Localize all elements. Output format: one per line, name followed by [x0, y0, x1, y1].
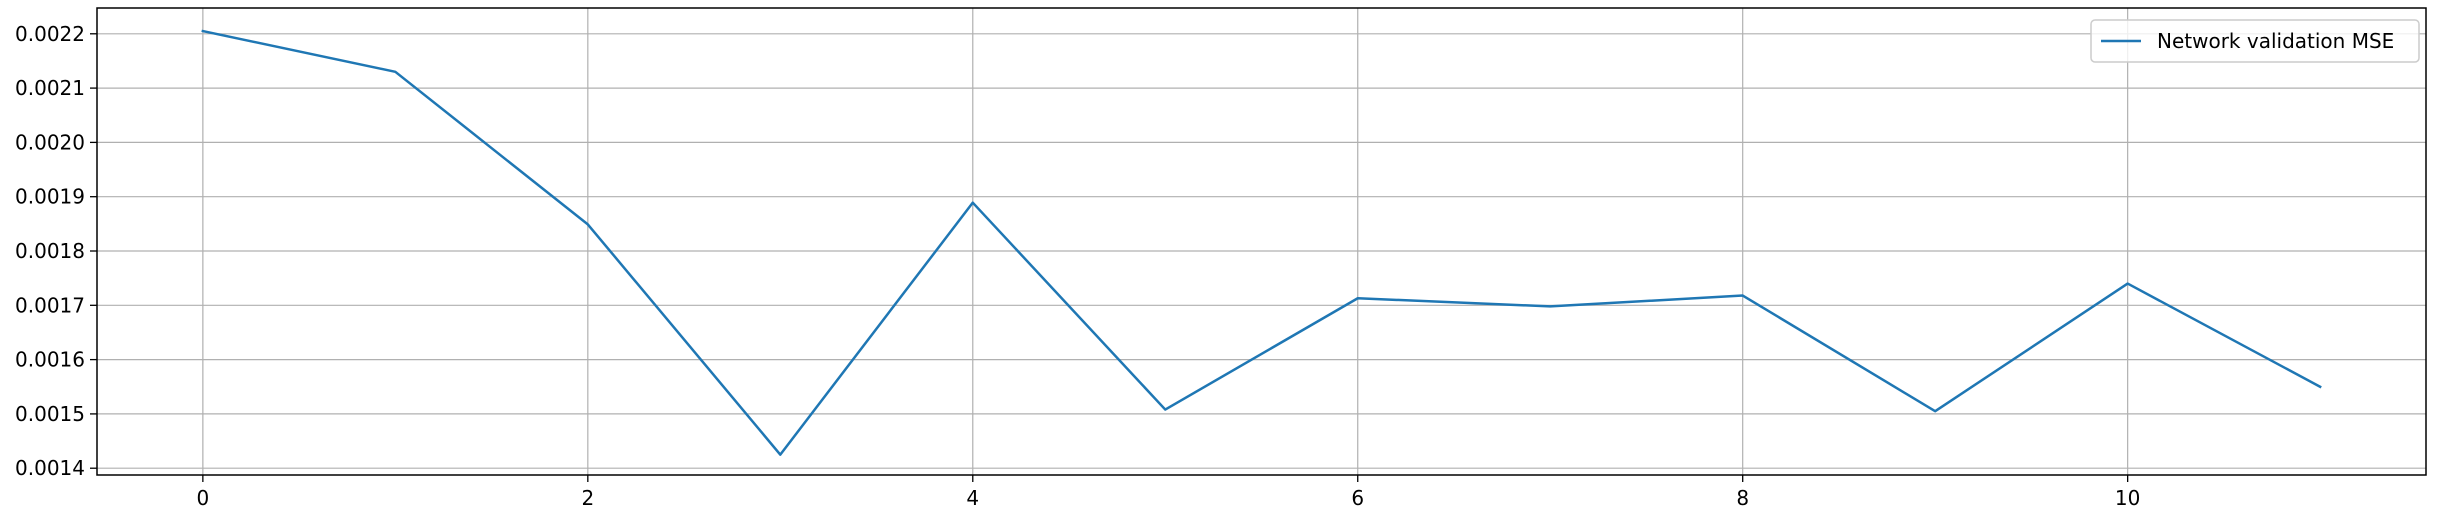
series-layer	[201, 29, 2322, 456]
y-tick-label: 0.0015	[15, 402, 85, 426]
x-tick-label: 8	[1736, 486, 1749, 510]
y-tick-label: 0.0018	[15, 239, 85, 263]
series-line	[201, 29, 2322, 456]
y-tick-label: 0.0022	[15, 22, 85, 46]
y-tick-label: 0.0016	[15, 348, 85, 372]
grid-lines	[97, 8, 2426, 475]
x-tick-label: 10	[2115, 486, 2140, 510]
legend-box	[2090, 19, 2420, 63]
x-tick-label: 2	[581, 486, 594, 510]
x-tick-label: 0	[196, 486, 209, 510]
axes: 0 2 4 6 8 10 0.0014 0.0015 0.0016 0.0017 0.0018 0.0…	[15, 7, 2427, 510]
y-tick-label: 0.0019	[15, 185, 85, 209]
x-tick-label: 4	[966, 486, 979, 510]
legend-label: Network validation MSE	[2157, 29, 2394, 53]
y-tick-label: 0.0014	[15, 456, 85, 480]
legend: Network validation MSE	[2090, 19, 2420, 63]
y-tick-label: 0.0021	[15, 76, 85, 100]
x-tick-label: 6	[1351, 486, 1364, 510]
plot-frame	[96, 7, 2427, 476]
y-tick-label: 0.0017	[15, 293, 85, 317]
y-tick-label: 0.0020	[15, 130, 85, 154]
